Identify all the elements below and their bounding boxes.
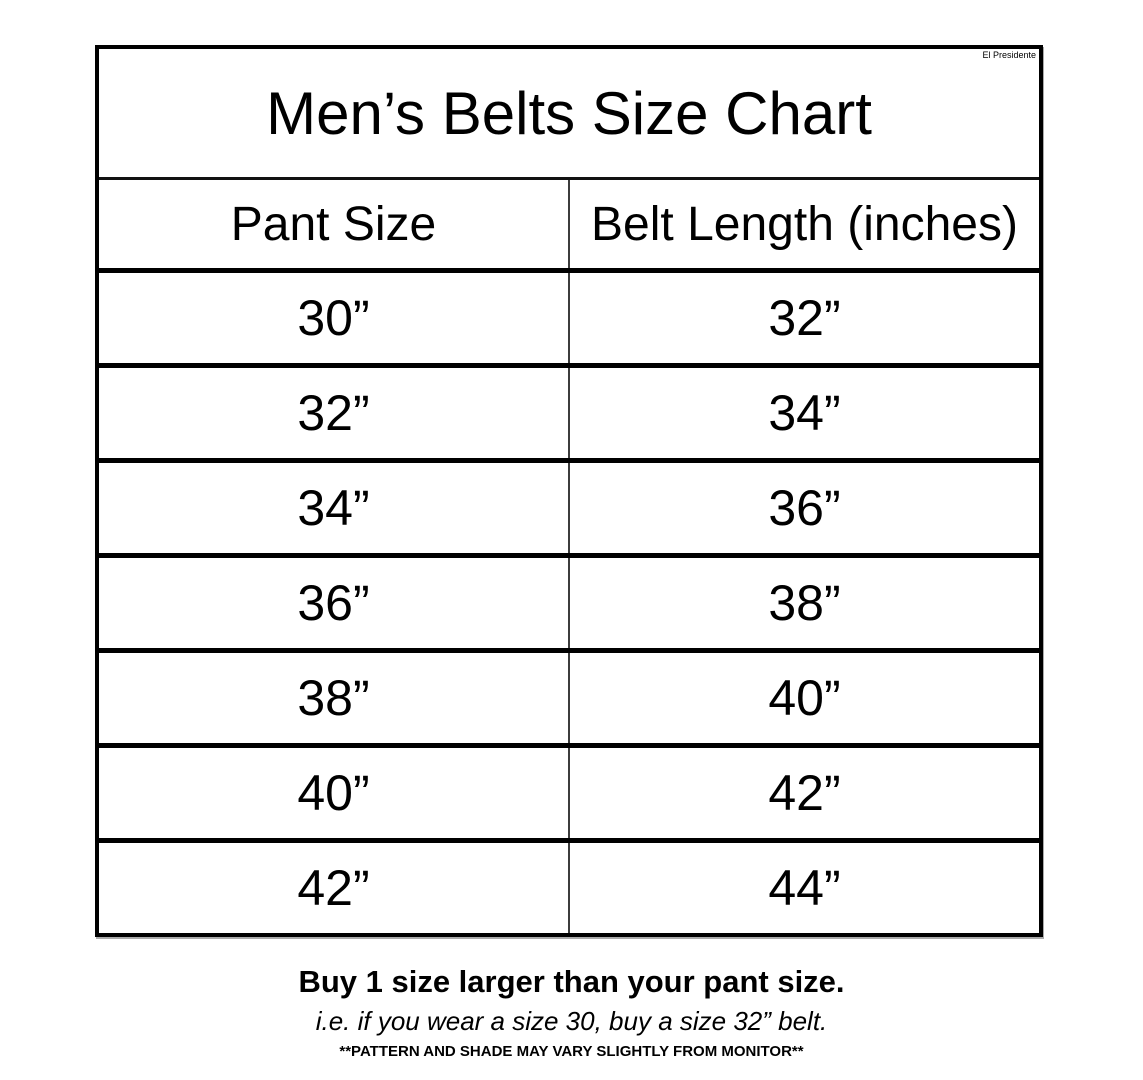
size-chart: El Presidente Men’s Belts Size Chart Pan…	[95, 45, 1043, 937]
pant-size-cell: 30”	[99, 270, 570, 366]
pant-size-cell: 34”	[99, 458, 570, 556]
pant-size-cell: 36”	[99, 553, 570, 651]
table-row: 32” 34”	[99, 363, 1039, 461]
belt-length-cell: 44”	[569, 838, 1039, 933]
chart-title: Men’s Belts Size Chart	[266, 79, 872, 147]
size-table: Pant Size Belt Length (inches) 30” 32” 32”…	[99, 180, 1039, 933]
belt-length-cell: 36”	[569, 458, 1039, 556]
monitor-disclaimer-text: **PATTERN AND SHADE MAY VARY SLIGHTLY FR…	[339, 1043, 804, 1060]
sizing-advice-text: Buy 1 size larger than your pant size.	[298, 964, 845, 999]
size-table-body: 30” 32” 32” 34” 34” 36” 36” 38” 38” 40” 40” 42” 42” 4…	[99, 270, 1039, 933]
table-row: 30” 32”	[99, 270, 1039, 366]
brand-watermark: El Presidente	[982, 50, 1036, 60]
header-row: Pant Size Belt Length (inches)	[99, 180, 1039, 273]
table-row: 42” 44”	[99, 838, 1039, 933]
belt-length-cell: 42”	[569, 743, 1039, 841]
size-table-header: Pant Size Belt Length (inches)	[99, 180, 1039, 273]
pant-size-column-header: Pant Size	[99, 180, 570, 273]
belt-length-cell: 40”	[569, 648, 1039, 746]
footer-notes: Buy 1 size larger than your pant size. i…	[0, 963, 1143, 1061]
pant-size-cell: 32”	[99, 363, 570, 461]
table-row: 38” 40”	[99, 648, 1039, 746]
table-row: 36” 38”	[99, 553, 1039, 651]
pant-size-cell: 38”	[99, 648, 570, 746]
title-row: El Presidente Men’s Belts Size Chart	[99, 49, 1039, 180]
belt-length-cell: 32”	[768, 290, 841, 346]
belt-length-cell: 34”	[569, 363, 1039, 461]
belt-length-cell: 38”	[569, 553, 1039, 651]
pant-size-cell: 42”	[99, 838, 570, 933]
table-row: 34” 36”	[99, 458, 1039, 556]
pant-size-cell: 40”	[99, 743, 570, 841]
belt-length-column-header: Belt Length (inches)	[569, 180, 1039, 273]
sizing-example-text: i.e. if you wear a size 30, buy a size 3…	[315, 1006, 828, 1036]
table-row: 40” 42”	[99, 743, 1039, 841]
